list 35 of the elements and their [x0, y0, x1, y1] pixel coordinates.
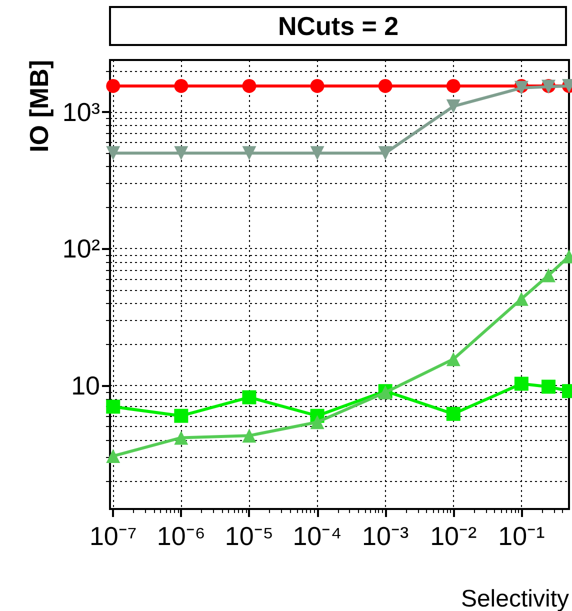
y-tick-label: 10² — [62, 234, 100, 264]
x-tick-label: 10⁻⁵ — [224, 521, 274, 551]
point — [514, 376, 528, 391]
point — [446, 78, 460, 93]
point — [446, 99, 460, 114]
point — [106, 400, 120, 414]
point — [446, 406, 460, 421]
point — [242, 146, 256, 160]
point — [106, 78, 120, 93]
x-tick-label: 10⁻⁷ — [89, 521, 137, 551]
point — [378, 146, 392, 160]
x-tick-label: 10⁻² — [430, 521, 478, 551]
chart-title: NCuts = 2 — [278, 11, 399, 41]
point — [242, 78, 256, 93]
y-tick-label: 10 — [71, 370, 100, 400]
point — [242, 428, 256, 443]
point — [174, 78, 188, 93]
point — [174, 430, 188, 445]
x-tick-label: 10⁻³ — [362, 521, 409, 551]
y-axis-title: IO [MB] — [24, 60, 54, 152]
point — [174, 408, 188, 423]
point — [514, 292, 528, 306]
x-tick-label: 10⁻⁶ — [156, 521, 206, 551]
point — [310, 78, 324, 93]
point — [106, 146, 120, 160]
x-tick-label: 10⁻¹ — [498, 521, 546, 551]
point — [446, 352, 460, 366]
point — [174, 146, 188, 160]
point — [378, 78, 392, 93]
point — [242, 390, 256, 404]
y-tick-label: 10³ — [62, 96, 100, 127]
point — [106, 449, 120, 464]
point — [310, 415, 324, 430]
point — [310, 146, 324, 160]
x-tick-label: 10⁻⁴ — [292, 521, 342, 551]
